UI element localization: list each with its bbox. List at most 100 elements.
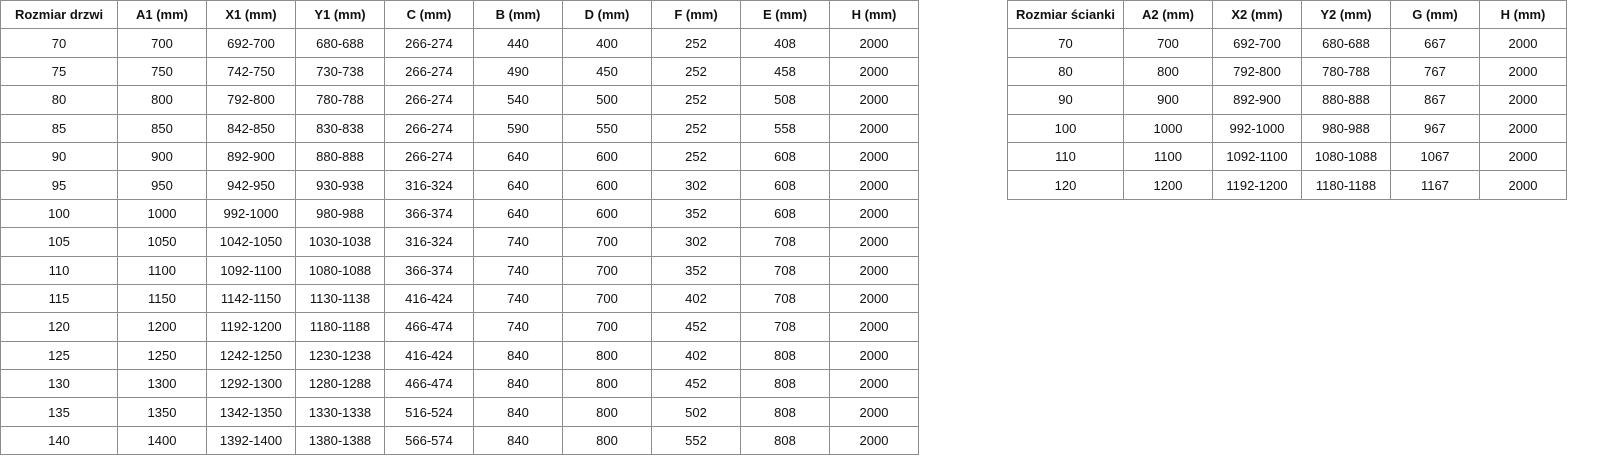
table-row: 135 1350 1342-1350 1330-1338 516-524 840 800 50… [0,397,919,427]
table-cell: 2000 [829,425,919,456]
table-cell: 2000 [829,141,919,172]
table-cell: 1167 [1390,170,1480,200]
table-cell: 867 [1390,85,1480,115]
table-cell: 1380-1388 [295,425,385,456]
table-cell: 640 [473,141,563,172]
table-cell: 792-800 [1212,56,1302,87]
table-cell: 1230-1238 [295,340,385,371]
table-cell: 1180-1188 [1301,170,1391,200]
table-cell: 708 [740,312,830,342]
table-cell: 110 [0,255,118,285]
table-cell: 700 [562,255,652,285]
table-cell: 950 [117,170,207,200]
table-cell: 105 [0,227,118,257]
table-cell: 252 [651,85,741,115]
table-cell: 967 [1390,113,1480,143]
table-cell: 1200 [117,312,207,342]
table-cell: 942-950 [206,170,296,200]
table-cell: 1050 [117,227,207,257]
table-cell: 2000 [1479,113,1567,143]
table-cell: 1142-1150 [206,283,296,314]
table-row: 75 750 742-750 730-738 266-274 490 450 252 458 20… [0,56,919,87]
table-cell: 700 [562,283,652,314]
table-cell: 892-900 [1212,85,1302,115]
table-cell: 980-988 [1301,113,1391,143]
table-cell: 125 [0,340,118,371]
table-row: 100 1000 992-1000 980-988 967 2000 [1007,113,1567,143]
table-cell: 640 [473,170,563,200]
table-cell: 608 [740,170,830,200]
table-cell: 2000 [829,113,919,143]
table-cell: 930-938 [295,170,385,200]
table-cell: 1067 [1390,141,1480,172]
table-cell: 700 [562,312,652,342]
table-cell: 302 [651,170,741,200]
table-cell: 540 [473,85,563,115]
table-cell: 252 [651,56,741,87]
table-cell: 80 [1007,56,1124,87]
table-cell: 600 [562,198,652,229]
column-header: F (mm) [651,0,741,30]
wall-dimensions-table: Rozmiar ścianki A2 (mm) X2 (mm) Y2 (mm) G (m… [1007,0,1567,200]
table-cell: 708 [740,283,830,314]
table-cell: 800 [562,369,652,399]
column-header: X1 (mm) [206,0,296,30]
column-header: B (mm) [473,0,563,30]
table-cell: 1192-1200 [1212,170,1302,200]
table-cell: 808 [740,340,830,371]
table-cell: 1150 [117,283,207,314]
table-cell: 842-850 [206,113,296,143]
table-cell: 500 [562,85,652,115]
table-cell: 416-424 [384,340,474,371]
table-cell: 85 [0,113,118,143]
table-row: 115 1150 1142-1150 1130-1138 416-424 740 700 40… [0,283,919,314]
column-header: D (mm) [562,0,652,30]
table-cell: 2000 [829,283,919,314]
table-cell: 100 [0,198,118,229]
table-cell: 316-324 [384,227,474,257]
table-cell: 800 [562,425,652,456]
table-row: 130 1300 1292-1300 1280-1288 466-474 840 800 45… [0,369,919,399]
table-cell: 1000 [1123,113,1213,143]
table-cell: 302 [651,227,741,257]
column-header: G (mm) [1390,0,1480,30]
table-row: 105 1050 1042-1050 1030-1038 316-324 740 700 30… [0,227,919,257]
table-cell: 692-700 [206,28,296,58]
table-cell: 508 [740,85,830,115]
table-cell: 1342-1350 [206,397,296,427]
table-cell: 2000 [1479,85,1567,115]
table-cell: 980-988 [295,198,385,229]
table-cell: 1400 [117,425,207,456]
column-header: Rozmiar ścianki [1007,0,1124,30]
table-cell: 70 [0,28,118,58]
table-cell: 700 [562,227,652,257]
table-cell: 266-274 [384,85,474,115]
table-cell: 800 [117,85,207,115]
table-cell: 120 [1007,170,1124,200]
table-cell: 450 [562,56,652,87]
table-cell: 502 [651,397,741,427]
table-cell: 708 [740,227,830,257]
table-cell: 135 [0,397,118,427]
table-cell: 458 [740,56,830,87]
table-cell: 2000 [829,227,919,257]
table-cell: 80 [0,85,118,115]
table-cell: 2000 [1479,28,1567,58]
table-cell: 516-524 [384,397,474,427]
table-cell: 408 [740,28,830,58]
table-cell: 90 [1007,85,1124,115]
table-cell: 352 [651,198,741,229]
table-cell: 992-1000 [206,198,296,229]
table-cell: 2000 [829,255,919,285]
table-cell: 600 [562,141,652,172]
door-dimensions-table: Rozmiar drzwi A1 (mm) X1 (mm) Y1 (mm) C (mm)… [0,0,919,456]
table-cell: 840 [473,340,563,371]
table-cell: 1350 [117,397,207,427]
table-cell: 608 [740,141,830,172]
table-cell: 452 [651,369,741,399]
table-cell: 416-424 [384,283,474,314]
table-row: 110 1100 1092-1100 1080-1088 366-374 740 700 35… [0,255,919,285]
table-cell: 1080-1088 [1301,141,1391,172]
table-cell: 1200 [1123,170,1213,200]
table-cell: 400 [562,28,652,58]
